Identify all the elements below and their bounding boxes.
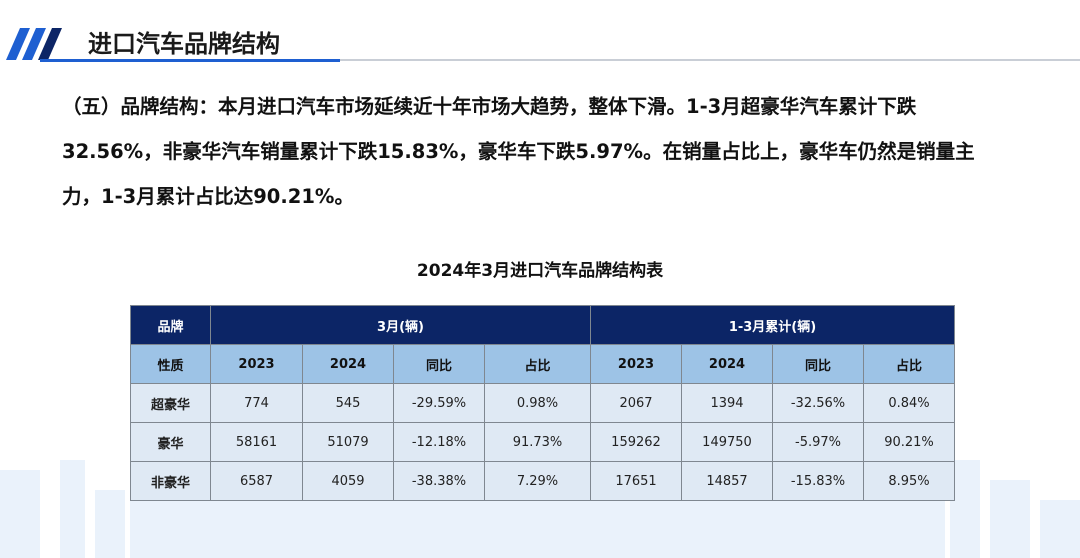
table-cell: 2024 xyxy=(302,344,394,384)
table-cell: 149750 xyxy=(681,422,773,462)
table-cell: 3月(辆) xyxy=(210,305,591,345)
table-cell: 性质 xyxy=(130,344,211,384)
table-cell: 4059 xyxy=(302,461,394,501)
table-cell: 占比 xyxy=(484,344,591,384)
table-cell: 2023 xyxy=(210,344,303,384)
data-row: 超豪华 774 545 -29.59% 0.98% 2067 1394 -32.56% 0.84… xyxy=(130,383,955,423)
table-cell: 14857 xyxy=(681,461,773,501)
data-row: 非豪华 6587 4059 -38.38% 7.29% 17651 14857 -15.83%… xyxy=(130,461,955,501)
table-cell: 8.95% xyxy=(863,461,955,501)
table-cell: -38.38% xyxy=(393,461,485,501)
data-row: 豪华 58161 51079 -12.18% 91.73% 159262 149750 -5.… xyxy=(130,422,955,462)
table: 品牌 3月(辆) 1-3月累计(辆) 性质 2023 2024 同比 占比 2023 2024 同比… xyxy=(130,305,955,501)
table-cell: 同比 xyxy=(772,344,864,384)
table-cell: 占比 xyxy=(863,344,955,384)
table-cell: 豪华 xyxy=(130,422,211,462)
table-cell: -12.18% xyxy=(393,422,485,462)
table-cell: 品牌 xyxy=(130,305,211,345)
header-title: 进口汽车品牌结构 xyxy=(88,30,280,58)
table-cell: 2024 xyxy=(681,344,773,384)
table-cell: 545 xyxy=(302,383,394,423)
table-cell: -15.83% xyxy=(772,461,864,501)
table-cell: 17651 xyxy=(590,461,682,501)
table-cell: 6587 xyxy=(210,461,303,501)
table-cell: 1-3月累计(辆) xyxy=(590,305,955,345)
table-cell: 7.29% xyxy=(484,461,591,501)
table-cell: -5.97% xyxy=(772,422,864,462)
header-row: 性质 2023 2024 同比 占比 2023 2024 同比 占比 xyxy=(130,344,955,384)
table-cell: 91.73% xyxy=(484,422,591,462)
table-cell: 159262 xyxy=(590,422,682,462)
table-cell: 51079 xyxy=(302,422,394,462)
table-cell: 1394 xyxy=(681,383,773,423)
table-cell: 同比 xyxy=(393,344,485,384)
header-row: 品牌 3月(辆) 1-3月累计(辆) xyxy=(130,305,955,345)
paragraph: （五）品牌结构：本月进口汽车市场延续近十年市场大趋势，整体下滑。1-3月超豪华汽… xyxy=(62,95,975,208)
table-cell: 774 xyxy=(210,383,303,423)
table-cell: 0.84% xyxy=(863,383,955,423)
table-cell: 超豪华 xyxy=(130,383,211,423)
table-cell: 0.98% xyxy=(484,383,591,423)
table-cell: 2023 xyxy=(590,344,682,384)
table-cell: 58161 xyxy=(210,422,303,462)
table-cell: 2067 xyxy=(590,383,682,423)
table-cell: 非豪华 xyxy=(130,461,211,501)
table-cell: 90.21% xyxy=(863,422,955,462)
table-title: 2024年3月进口汽车品牌结构表 xyxy=(416,261,664,281)
table-cell: -32.56% xyxy=(772,383,864,423)
table-cell: -29.59% xyxy=(393,383,485,423)
